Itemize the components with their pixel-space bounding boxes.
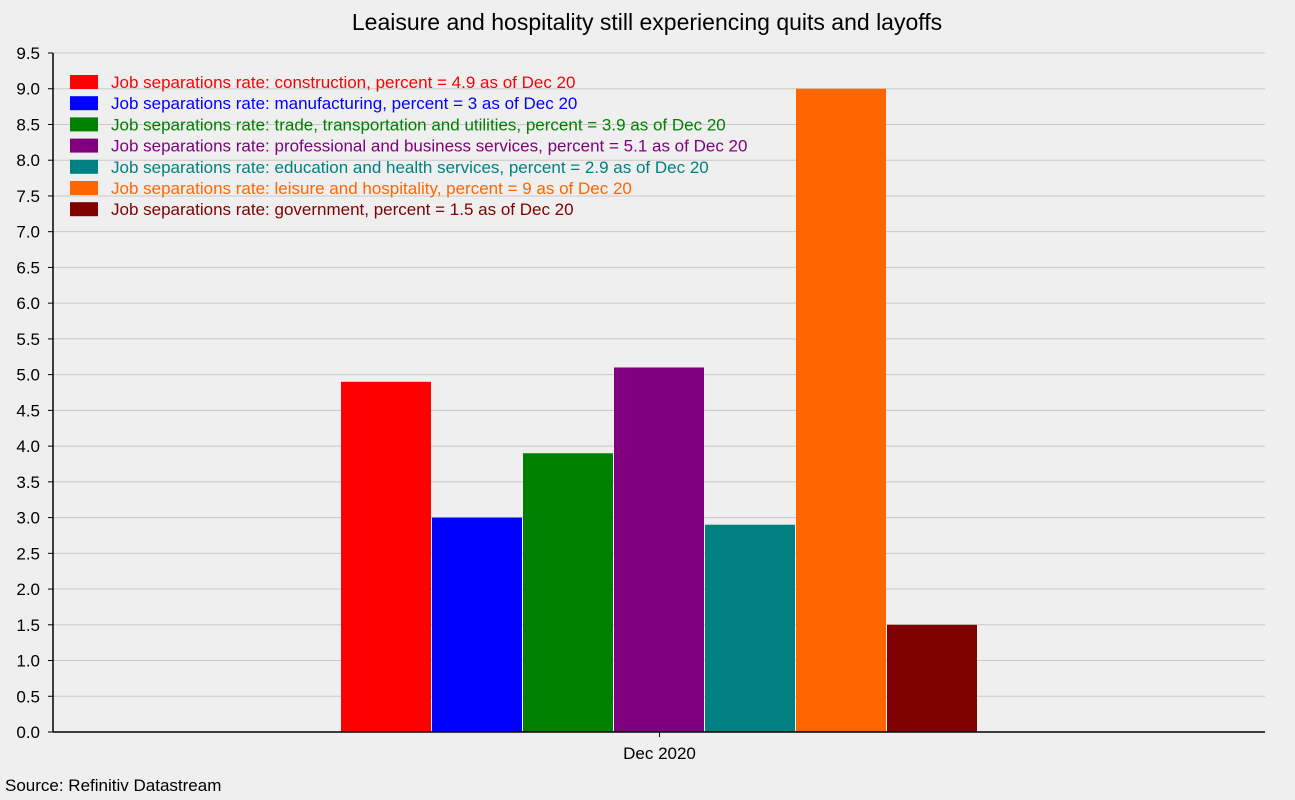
bar xyxy=(614,367,704,732)
legend-label: Job separations rate: professional and b… xyxy=(111,137,747,156)
y-tick-label: 4.5 xyxy=(16,401,40,420)
y-tick-label: 6.5 xyxy=(16,258,40,277)
bar xyxy=(432,517,522,732)
y-tick-label: 7.0 xyxy=(16,223,40,242)
y-axis-ticks: 0.0 0.5 1.0 1.5 2.0 2.5 3.0 3.5 4.0 4.5 5.0 5.5 6.0 6… xyxy=(16,44,53,742)
legend-swatch xyxy=(70,75,98,89)
legend-swatch xyxy=(70,202,98,217)
y-tick-label: 9.0 xyxy=(16,80,40,99)
x-tick-label: Dec 2020 xyxy=(623,744,696,763)
y-tick-label: 4.0 xyxy=(16,437,40,456)
y-tick-label: 2.5 xyxy=(16,544,40,563)
y-tick-label: 0.5 xyxy=(16,687,40,706)
y-tick-label: 6.0 xyxy=(16,294,40,313)
grid xyxy=(53,52,1265,697)
legend-swatch xyxy=(70,138,98,153)
bar xyxy=(796,88,886,733)
legend-label: Job separations rate: leisure and hospit… xyxy=(111,179,632,198)
bar xyxy=(887,624,977,732)
y-tick-label: 8.5 xyxy=(16,115,40,134)
y-tick-label: 2.0 xyxy=(16,580,40,599)
y-tick-label: 5.0 xyxy=(16,366,40,385)
legend-swatch xyxy=(70,181,98,195)
source-note: Source: Refinitiv Datastream xyxy=(5,776,221,795)
legend-swatch xyxy=(70,159,98,174)
x-axis-ticks: Dec 2020 xyxy=(623,732,696,763)
bar xyxy=(523,453,613,732)
y-tick-label: 8.0 xyxy=(16,151,40,170)
y-tick-label: 7.5 xyxy=(16,187,40,206)
y-tick-label: 0.0 xyxy=(16,723,40,742)
legend-label: Job separations rate: education and heal… xyxy=(111,158,709,177)
legend-label: Job separations rate: government, percen… xyxy=(111,200,574,219)
legend-swatch xyxy=(70,96,98,111)
bar xyxy=(705,524,795,732)
legend-label: Job separations rate: manufacturing, per… xyxy=(111,94,577,113)
y-tick-label: 3.5 xyxy=(16,473,40,492)
y-tick-label: 1.5 xyxy=(16,616,40,635)
y-tick-label: 9.5 xyxy=(16,44,40,63)
y-tick-label: 3.0 xyxy=(16,509,40,528)
y-tick-label: 5.5 xyxy=(16,330,40,349)
bars xyxy=(341,88,977,733)
legend-swatch xyxy=(70,117,98,132)
legend-label: Job separations rate: construction, perc… xyxy=(111,73,575,92)
chart-title: Leaisure and hospitality still experienc… xyxy=(352,9,942,35)
legend-label: Job separations rate: trade, transportat… xyxy=(111,115,726,134)
bar xyxy=(341,381,431,732)
y-tick-label: 1.0 xyxy=(16,652,40,671)
legend: Job separations rate: construction, perc… xyxy=(70,73,747,219)
